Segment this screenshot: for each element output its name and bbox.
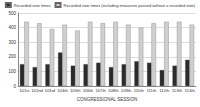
svg-text:CONGRESSIONAL SESSION: CONGRESSIONAL SESSION bbox=[77, 97, 137, 102]
svg-text:500: 500 bbox=[8, 11, 16, 16]
svg-text:105th: 105th bbox=[70, 88, 81, 93]
svg-text:0: 0 bbox=[13, 84, 16, 89]
svg-text:400: 400 bbox=[8, 25, 16, 30]
svg-text:108th: 108th bbox=[108, 88, 119, 93]
svg-text:103rd: 103rd bbox=[44, 88, 55, 93]
svg-text:Recorded vote times: Recorded vote times bbox=[14, 3, 51, 8]
svg-text:109th: 109th bbox=[121, 88, 132, 93]
svg-text:106th: 106th bbox=[83, 88, 94, 93]
svg-text:113th: 113th bbox=[172, 88, 183, 93]
svg-text:100: 100 bbox=[8, 69, 16, 74]
svg-text:200: 200 bbox=[8, 54, 16, 59]
svg-text:114th: 114th bbox=[185, 88, 196, 93]
svg-text:104th: 104th bbox=[57, 88, 68, 93]
svg-text:300: 300 bbox=[8, 40, 16, 45]
svg-text:107th: 107th bbox=[95, 88, 106, 93]
svg-text:111th: 111th bbox=[147, 88, 158, 93]
svg-text:101st: 101st bbox=[19, 88, 30, 93]
svg-text:102nd: 102nd bbox=[31, 88, 43, 93]
svg-text:112th: 112th bbox=[159, 88, 170, 93]
svg-text:Recorded vote times (including: Recorded vote times (including measures … bbox=[64, 3, 196, 8]
svg-text:110th: 110th bbox=[134, 88, 145, 93]
